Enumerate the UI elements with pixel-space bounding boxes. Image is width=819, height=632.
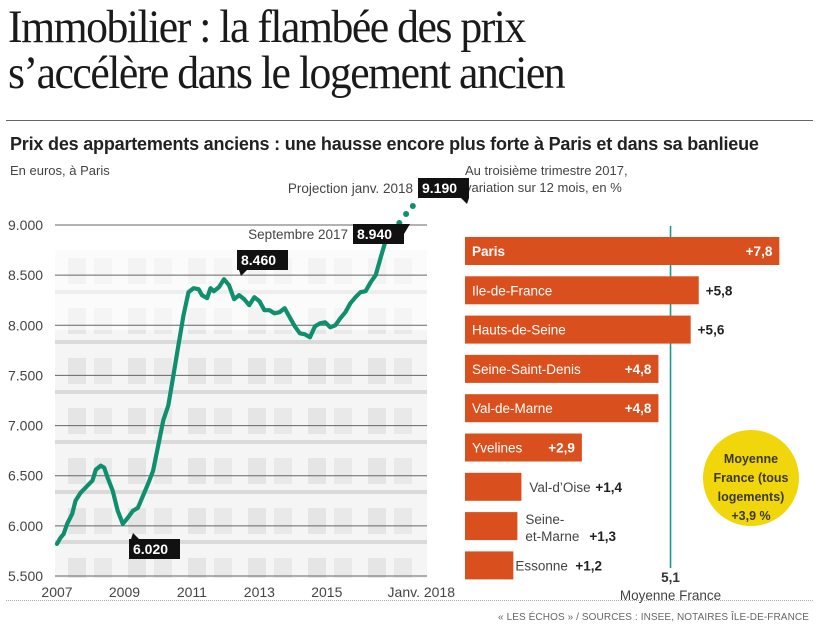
bar-category-label: Val-d’Oise (529, 480, 590, 495)
x-tick-label: Janv. 2018 (388, 584, 456, 600)
bar-category-label: Ile-de-France (472, 283, 552, 298)
y-tick-label: 6.000 (8, 518, 43, 534)
x-tick-label: 2007 (41, 584, 72, 600)
line-chart-unit-note: En euros, à Paris (10, 163, 110, 178)
projection-dot (403, 210, 410, 217)
x-tick-label: 2011 (177, 584, 207, 600)
callout-pointer (239, 270, 247, 276)
bar-chart: 5,1 Moyenne France Paris +7,8 Ile-de-France +… (465, 226, 799, 603)
callout-pointer (461, 198, 469, 204)
callout-pointer (404, 224, 410, 234)
circle-text-line: +3,9 % (731, 509, 770, 523)
bar (465, 512, 518, 541)
bar (465, 276, 699, 305)
bar-value-label: +4,8 (625, 362, 652, 377)
bar-row: Essonne +1,2 (465, 551, 602, 580)
y-tick-label: 8.000 (8, 317, 43, 333)
price-line (54, 228, 397, 546)
bar-value-label: +5,8 (706, 283, 733, 298)
bar-category-label: Hauts-de-Seine (472, 323, 566, 338)
bar (465, 433, 582, 462)
callout-box (237, 250, 288, 270)
headline-rule (6, 120, 813, 121)
bar (465, 315, 691, 344)
callout-pointer (131, 533, 139, 539)
mean-label: Moyenne France (620, 588, 721, 603)
x-tick-label: 2015 (311, 584, 342, 600)
source-credit: « LES ÉCHOS » / SOURCES : INSEE, NOTAIRE… (498, 612, 809, 623)
bar-row: Seine-et-Marne +1,3 (465, 512, 617, 544)
circle-text-line: France (tous (713, 471, 788, 485)
callout-6020: 6.020 (129, 533, 180, 559)
circle-text-line: Moyenne (724, 452, 778, 466)
bar-category-label: Seine- (525, 512, 564, 527)
y-tick-label: 6.500 (8, 468, 43, 484)
bar-row: Val-de-Marne +4,8 (465, 394, 659, 423)
bar-category-label: Essonne (515, 558, 568, 573)
bar-category-label: Val-de-Marne (472, 401, 553, 416)
callout-value: 9.190 (422, 180, 457, 196)
callout-box (129, 539, 180, 559)
bar-value-label: +1,4 (595, 480, 622, 495)
callout-8940: 8.940 Septembre 2017 (248, 224, 410, 244)
callout-value: 8.940 (357, 226, 392, 242)
callout-caption: Projection janv. 2018 (288, 181, 413, 196)
headline-line-1: Immobilier : la flambée des prix (8, 1, 526, 53)
bar-value-label: +7,8 (746, 244, 773, 259)
circle-shape (703, 430, 799, 526)
line-chart-annotations: 8.460 6.020 8.940 Septembre 2017 9.190 Projec… (129, 178, 469, 559)
bar-row: Hauts-de-Seine +5,6 (465, 315, 725, 344)
headline: Immobilier : la flambée des prix s’accél… (8, 1, 566, 99)
bar (465, 472, 522, 501)
line-chart-y-axis: 9.000 8.500 8.000 7.500 7.000 6.500 6.000 5.500 (8, 217, 43, 584)
y-tick-label: 8.500 (8, 267, 43, 283)
circle-text-line: logements) (718, 490, 785, 504)
bar-value-label: +4,8 (625, 401, 652, 416)
callout-value: 8.460 (241, 252, 276, 268)
mean-value-label: 5,1 (661, 570, 680, 585)
bar-category-label: Seine-Saint-Denis (472, 362, 581, 377)
bar (465, 237, 780, 265)
projection-dot (409, 202, 416, 209)
callout-value: 6.020 (133, 541, 168, 557)
y-tick-label: 7.000 (8, 418, 43, 434)
france-average-circle: Moyenne France (tous logements) +3,9 % (703, 430, 799, 526)
bar (465, 394, 659, 423)
bar-category-label: Yvelines (472, 441, 523, 456)
y-tick-label: 7.500 (8, 367, 43, 383)
callout-box (418, 178, 469, 198)
bar-chart-unit-note: Au troisième trimestre 2017, variation s… (465, 163, 628, 195)
x-tick-label: 2013 (244, 584, 275, 600)
bar-row: Yvelines +2,9 (465, 433, 582, 462)
y-tick-label: 9.000 (8, 217, 43, 233)
bar-row: Seine-Saint-Denis +4,8 (465, 354, 659, 383)
callout-8460: 8.460 (237, 250, 288, 276)
callout-9190: 9.190 Projection janv. 2018 (288, 178, 469, 204)
bar (465, 551, 514, 580)
bar-row: Val-d’Oise +1,4 (465, 472, 623, 501)
y-tick-label: 5.500 (8, 568, 43, 584)
bar-category-label: Paris (472, 244, 505, 259)
bar-row: Ile-de-France +5,8 (465, 276, 733, 305)
bar-value-label: +2,9 (548, 441, 575, 456)
bar-value-label: +5,6 (698, 323, 725, 338)
line-chart-grid (55, 224, 427, 577)
bar-value-label: +1,3 (589, 529, 616, 544)
line-chart-x-axis: 2007 2009 2011 2013 2015 Janv. 2018 (41, 584, 455, 600)
callout-box (353, 224, 404, 244)
x-tick-label: 2009 (109, 584, 140, 600)
headline-line-2: s’accélère dans le logement ancien (8, 47, 566, 99)
bar (465, 354, 659, 383)
footer-divider (6, 600, 813, 601)
bar-row: Paris +7,8 (465, 237, 780, 265)
callout-caption: Septembre 2017 (248, 227, 348, 242)
bar-category-label: et-Marne (525, 529, 579, 544)
bar-value-label: +1,2 (575, 558, 602, 573)
chart-subtitle: Prix des appartements anciens : une haus… (10, 134, 759, 154)
